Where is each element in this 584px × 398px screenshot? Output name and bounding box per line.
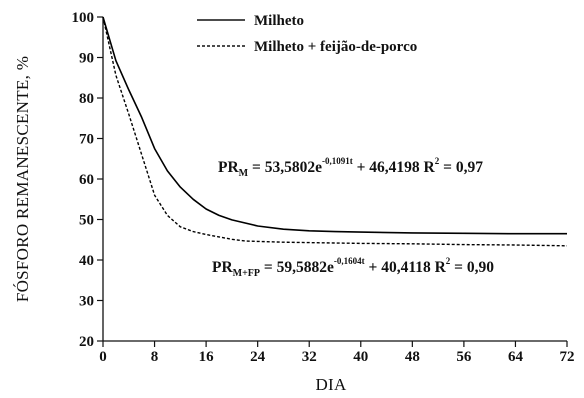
- equation-milheto: PRM = 53,5802e-0,1091t + 46,4198 R2 = 0,…: [218, 156, 483, 179]
- y-tick-label-50: 50: [79, 213, 94, 229]
- y-tick-label-90: 90: [79, 51, 94, 67]
- x-ticks: 0 8 16 24 32 40 48 56 64 72: [99, 341, 575, 365]
- x-tick-label-40: 40: [353, 349, 368, 365]
- y-tick-label-100: 100: [72, 10, 95, 26]
- y-axis-title: FÓSFORO REMANESCENTE, %: [13, 56, 32, 302]
- y-tick-label-80: 80: [79, 91, 94, 107]
- equation-milheto-feijao: PRM+FP = 59,5882e-0,1604t + 40,4118 R2 =…: [212, 256, 494, 279]
- y-tick-label-70: 70: [79, 132, 94, 148]
- legend: Milheto Milheto + feijão-de-porco: [197, 13, 417, 55]
- series-line-milheto: [102, 16, 567, 235]
- legend-label-milheto: Milheto: [254, 13, 304, 29]
- x-tick-label-0: 0: [99, 349, 107, 365]
- x-tick-label-16: 16: [199, 349, 215, 365]
- x-tick-label-48: 48: [405, 349, 420, 365]
- axes: [102, 17, 567, 342]
- x-tick-label-64: 64: [508, 349, 524, 365]
- legend-label-milheto-feijao: Milheto + feijão-de-porco: [254, 39, 417, 55]
- x-tick-label-24: 24: [250, 349, 266, 365]
- y-ticks: 20 30 40 50 60 70 80 90 100: [72, 10, 103, 350]
- x-tick-label-56: 56: [456, 349, 472, 365]
- series-layer: [102, 16, 568, 247]
- series-line-milheto-feijao: [102, 16, 568, 247]
- x-tick-label-32: 32: [302, 349, 317, 365]
- y-tick-label-30: 30: [79, 294, 94, 310]
- y-tick-label-20: 20: [79, 334, 94, 350]
- y-tick-label-60: 60: [79, 172, 94, 188]
- x-tick-label-72: 72: [560, 349, 575, 365]
- x-axis-title: DIA: [315, 375, 347, 394]
- x-tick-label-8: 8: [151, 349, 159, 365]
- y-tick-label-40: 40: [79, 253, 94, 269]
